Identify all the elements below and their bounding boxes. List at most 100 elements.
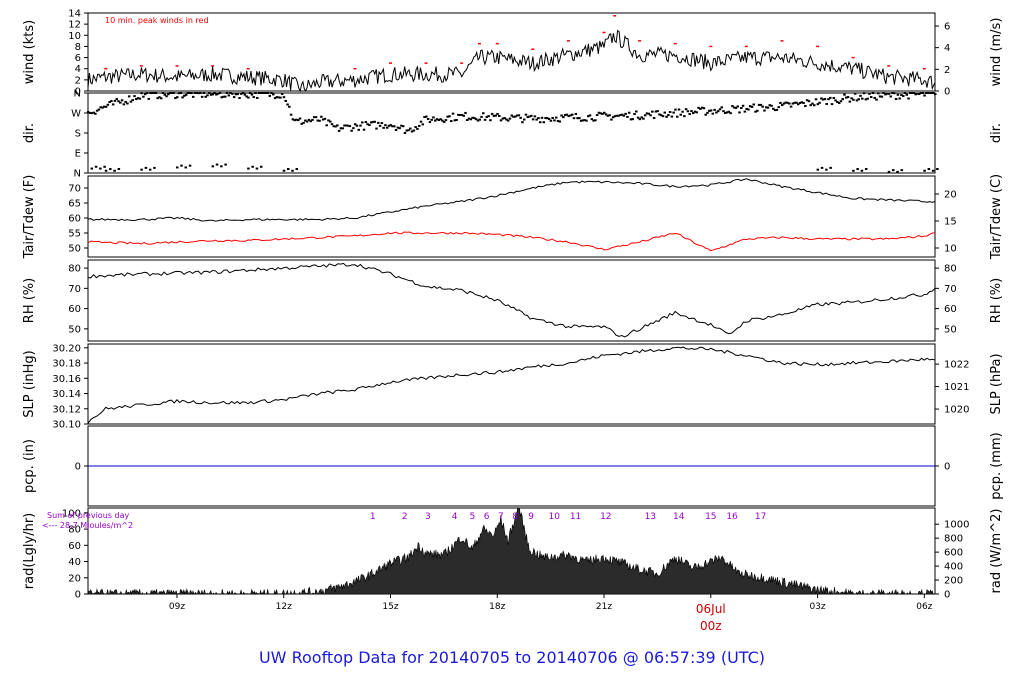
- dir-point: [296, 119, 300, 122]
- dir-point: [921, 92, 925, 94]
- dir-point: [839, 100, 843, 103]
- dir-ytick-label: E: [75, 149, 81, 160]
- dir-ytick-label: S: [75, 129, 81, 140]
- dir-point: [588, 114, 592, 117]
- dir-point: [571, 113, 574, 116]
- dir-point: [706, 111, 709, 114]
- dir-point: [860, 169, 864, 172]
- dir-point: [151, 92, 154, 94]
- dir-point: [254, 92, 257, 94]
- dir-point: [919, 92, 923, 94]
- dir-point: [889, 95, 893, 98]
- dir-point: [594, 119, 597, 122]
- dir-point: [745, 107, 748, 110]
- dir-point: [316, 119, 320, 122]
- dir-point: [213, 92, 216, 94]
- dir-point: [101, 106, 104, 109]
- dir-point: [135, 98, 138, 101]
- dir-point: [482, 112, 485, 115]
- dir-point: [261, 92, 264, 94]
- wind-ytick-label: 12: [68, 20, 81, 31]
- dir-point: [574, 112, 578, 115]
- radiation-hour-label: 14: [673, 512, 685, 522]
- radiation-daily-sum: Sum of previous day: [47, 511, 129, 520]
- dir-point: [115, 98, 118, 101]
- dir-point: [485, 115, 489, 118]
- dir-point: [378, 124, 382, 127]
- dir-point: [393, 125, 396, 128]
- dir-point: [291, 118, 295, 121]
- x-tick-label: 03z: [809, 602, 825, 612]
- dir-point: [852, 98, 855, 101]
- dir-point: [350, 129, 353, 132]
- dir-point: [748, 105, 752, 108]
- dir-point: [926, 92, 930, 94]
- dir-point: [930, 92, 933, 94]
- dir-point: [936, 168, 939, 170]
- pressure-ytick-label: 30.14: [52, 389, 81, 400]
- dir-point: [209, 93, 213, 96]
- dir-point: [257, 92, 261, 94]
- dir-point: [667, 114, 670, 117]
- dir-point: [556, 119, 560, 122]
- dir-point: [284, 99, 288, 102]
- temperature-ytick-label: 65: [68, 199, 81, 210]
- dir-point: [400, 124, 403, 127]
- dir-point: [195, 92, 199, 94]
- dir-point: [813, 104, 816, 107]
- pressure-ytick-label: 30.20: [52, 343, 81, 354]
- dir-point: [87, 111, 90, 114]
- dir-point: [264, 92, 268, 94]
- dir-point: [592, 119, 595, 122]
- pressure-ytick-label: 30.10: [52, 420, 81, 431]
- dir-point: [307, 118, 311, 121]
- dir-point: [615, 114, 618, 117]
- dir-point: [435, 118, 439, 121]
- dir-point: [820, 166, 824, 169]
- x-tick-label: 06z: [916, 602, 932, 612]
- dir-point: [148, 168, 152, 171]
- dir-point: [857, 98, 860, 101]
- dir-point: [300, 122, 304, 125]
- dir-point: [385, 126, 389, 129]
- dir-point: [224, 163, 227, 166]
- dir-point: [747, 108, 750, 111]
- dir-point: [661, 115, 665, 118]
- pressure-ylabel: SLP (inHg): [22, 350, 37, 418]
- dir-point: [788, 102, 791, 105]
- wind-panel-frame: [87, 12, 936, 92]
- dir-point: [905, 93, 909, 96]
- dir-point: [724, 111, 727, 114]
- dir-point: [576, 117, 579, 120]
- dir-point: [302, 121, 305, 124]
- wind-ytick-label: 0: [75, 87, 81, 98]
- temperature-right-tick-label: 20: [944, 190, 957, 201]
- dir-point: [334, 125, 337, 128]
- dir-point: [738, 111, 741, 114]
- dir-point: [547, 117, 551, 120]
- dir-point: [423, 116, 426, 119]
- dir-point: [896, 170, 899, 173]
- dir-point: [512, 115, 515, 118]
- dir-point: [718, 108, 722, 111]
- dir-point: [791, 102, 795, 105]
- dir-point: [800, 101, 804, 104]
- dir-point: [704, 113, 707, 116]
- dir-ytick-label: N: [74, 89, 81, 100]
- rh-ytick-label: 60: [68, 304, 81, 315]
- dir-point: [827, 98, 830, 101]
- dir-point: [490, 112, 494, 115]
- temperature-series-0: [87, 178, 936, 222]
- dir-point: [180, 164, 183, 167]
- dir-point: [725, 111, 729, 114]
- dir-point: [825, 168, 828, 171]
- dir-point: [679, 113, 683, 116]
- dir-point: [428, 121, 432, 124]
- dir-point: [809, 104, 812, 107]
- pressure-ytick-label: 30.12: [52, 404, 81, 415]
- dir-point: [241, 92, 245, 94]
- radiation-hour-label: 4: [452, 512, 458, 522]
- dir-point: [321, 118, 325, 121]
- peak-winds-note: 10 min. peak winds in red: [105, 16, 209, 25]
